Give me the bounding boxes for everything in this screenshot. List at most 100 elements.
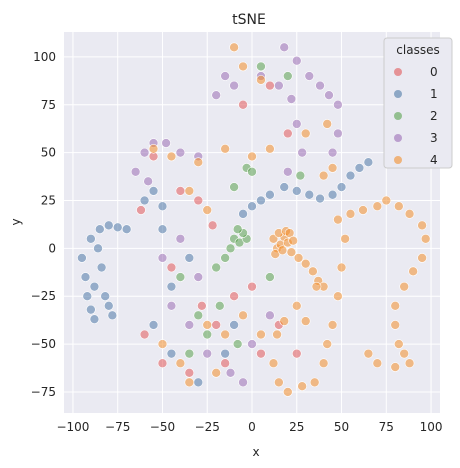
point-class-0 xyxy=(265,80,275,91)
point-class-1 xyxy=(77,253,87,263)
point-class-3 xyxy=(333,99,343,110)
point-class-3 xyxy=(225,367,236,378)
point-class-2 xyxy=(175,272,186,282)
point-class-4 xyxy=(408,266,418,277)
point-class-4 xyxy=(256,329,266,340)
point-class-0 xyxy=(184,367,195,378)
point-class-0 xyxy=(229,291,239,302)
point-class-1 xyxy=(112,222,123,233)
point-class-2 xyxy=(211,262,221,273)
point-class-3 xyxy=(315,80,325,91)
point-class-1 xyxy=(89,314,100,324)
x-tick-label: 25 xyxy=(289,420,304,434)
point-class-0 xyxy=(157,358,168,369)
point-class-3 xyxy=(229,80,239,91)
point-class-1 xyxy=(345,170,356,181)
point-class-4 xyxy=(345,209,356,219)
point-class-1 xyxy=(193,377,204,388)
point-class-4 xyxy=(340,233,350,244)
point-class-4 xyxy=(420,233,431,244)
x-tick-labels: −100 −75 −50 −25 0 25 50 75 100 xyxy=(56,420,442,434)
point-class-3 xyxy=(161,138,171,148)
point-class-4 xyxy=(300,128,311,139)
point-class-1 xyxy=(86,304,96,315)
point-class-3 xyxy=(220,71,230,81)
point-class-1 xyxy=(82,291,93,302)
y-axis-label: y xyxy=(9,218,23,225)
x-tick-label: −75 xyxy=(105,420,130,434)
point-class-1 xyxy=(148,186,159,196)
point-class-4 xyxy=(291,300,302,311)
point-class-4 xyxy=(333,214,343,225)
point-class-3 xyxy=(202,348,213,359)
point-class-1 xyxy=(363,157,374,167)
point-class-3 xyxy=(211,90,221,100)
point-class-3 xyxy=(175,147,186,158)
point-class-4 xyxy=(322,119,333,129)
point-class-2 xyxy=(202,329,213,340)
point-class-4 xyxy=(417,253,427,263)
point-class-4 xyxy=(308,266,318,277)
point-class-1 xyxy=(89,281,100,292)
chart-title: tSNE xyxy=(232,12,266,28)
x-tick-label: 100 xyxy=(420,420,443,434)
point-class-2 xyxy=(184,348,195,359)
point-class-2 xyxy=(232,339,243,349)
point-class-4 xyxy=(288,235,298,246)
point-class-4 xyxy=(193,157,204,167)
point-class-0 xyxy=(166,262,177,273)
data-points xyxy=(77,42,431,397)
point-class-4 xyxy=(293,253,304,263)
point-class-4 xyxy=(358,205,368,215)
point-class-1 xyxy=(157,201,168,212)
point-class-4 xyxy=(286,247,297,257)
point-class-1 xyxy=(220,348,230,359)
point-class-2 xyxy=(265,272,275,282)
point-class-0 xyxy=(211,320,221,330)
point-class-3 xyxy=(279,42,290,53)
point-class-0 xyxy=(175,186,186,196)
point-class-4 xyxy=(256,75,266,85)
point-class-0 xyxy=(220,358,230,369)
point-class-4 xyxy=(327,163,338,173)
point-class-4 xyxy=(283,387,293,397)
point-class-0 xyxy=(247,281,257,292)
point-class-1 xyxy=(103,300,114,311)
point-class-3 xyxy=(283,166,293,177)
legend-marker-2 xyxy=(394,112,402,120)
legend-label-1: 1 xyxy=(430,87,438,101)
point-class-3 xyxy=(333,128,343,139)
point-class-1 xyxy=(121,224,132,235)
point-class-1 xyxy=(315,193,325,204)
point-class-3 xyxy=(175,233,186,244)
legend-label-3: 3 xyxy=(430,131,438,145)
point-class-4 xyxy=(372,358,383,369)
point-class-4 xyxy=(311,281,322,292)
point-class-1 xyxy=(103,220,114,231)
point-class-2 xyxy=(220,253,230,263)
point-class-4 xyxy=(404,209,415,219)
point-class-3 xyxy=(291,119,302,129)
point-class-3 xyxy=(327,147,338,158)
point-class-2 xyxy=(229,182,239,192)
point-class-4 xyxy=(175,358,186,369)
point-class-1 xyxy=(100,291,110,302)
legend-marker-3 xyxy=(394,134,402,142)
point-class-4 xyxy=(417,220,427,231)
point-class-4 xyxy=(404,358,415,369)
point-class-4 xyxy=(238,61,248,72)
point-class-4 xyxy=(394,339,404,349)
point-class-4 xyxy=(363,348,374,359)
y-tick-label: 25 xyxy=(41,193,56,207)
point-class-0 xyxy=(256,348,266,359)
point-class-4 xyxy=(336,262,347,273)
point-class-4 xyxy=(381,195,392,206)
point-class-4 xyxy=(390,300,401,311)
y-tick-labels: −75 −50 −25 0 25 50 75 100 xyxy=(31,50,56,399)
point-class-3 xyxy=(297,147,307,158)
legend-marker-4 xyxy=(394,156,402,164)
point-class-1 xyxy=(354,163,365,173)
point-class-3 xyxy=(238,377,248,388)
point-class-1 xyxy=(80,272,91,282)
point-class-4 xyxy=(229,42,239,53)
